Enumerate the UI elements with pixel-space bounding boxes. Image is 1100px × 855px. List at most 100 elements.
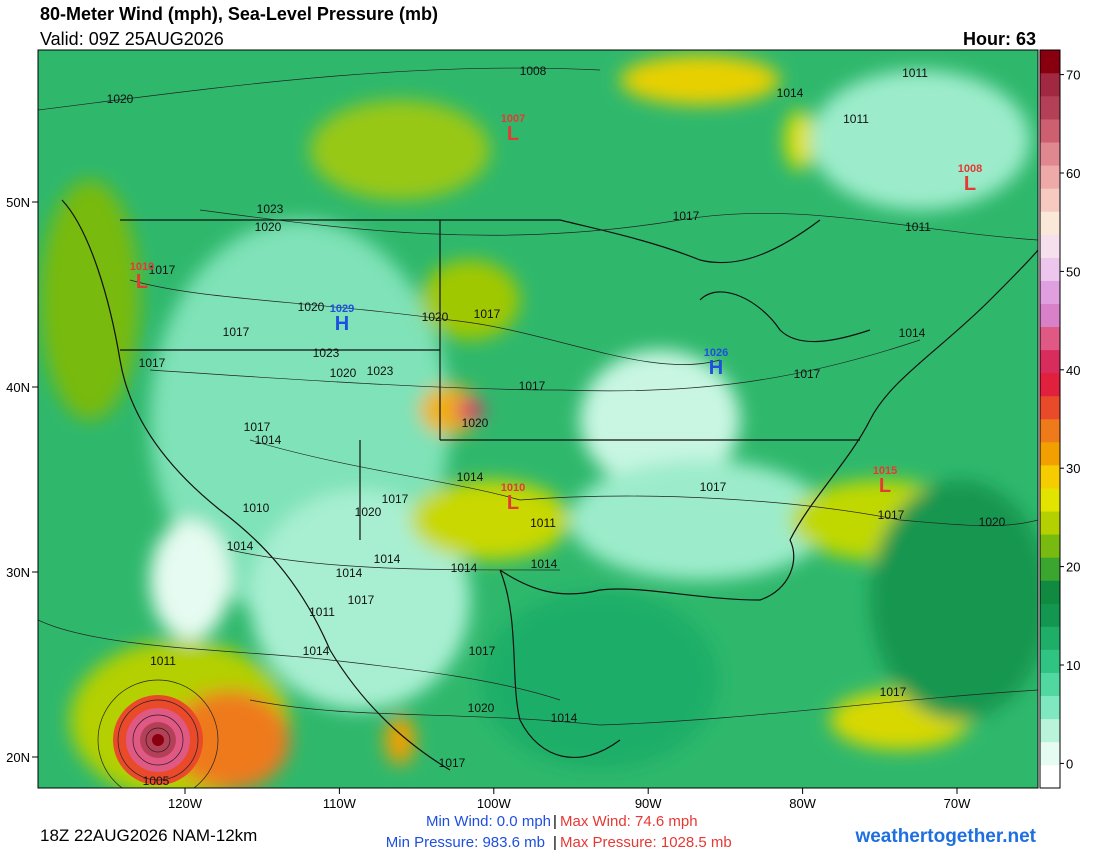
min-pressure: Min Pressure: 983.6 mb — [386, 834, 545, 850]
isobar-label: 1017 — [139, 356, 166, 370]
center-value: 1007 — [501, 113, 525, 125]
lon-tick-label: 80W — [789, 796, 816, 811]
colorbar-bin — [1040, 672, 1060, 697]
isobar-label: 1014 — [451, 561, 478, 575]
isobar-label: 1017 — [348, 593, 375, 607]
isobar-label: 1017 — [469, 644, 496, 658]
isobar-label: 1014 — [303, 644, 330, 658]
colorbar-tick-label: 0 — [1066, 756, 1073, 771]
center-letter: L — [507, 123, 519, 145]
colorbar-tick-label: 50 — [1066, 264, 1080, 279]
colorbar-tick-label: 70 — [1066, 68, 1080, 83]
valid-time: Valid: 09Z 25AUG2026 — [40, 29, 224, 49]
colorbar-bin — [1040, 96, 1060, 120]
colorbar-bin — [1040, 211, 1060, 235]
separator: | — [553, 813, 557, 830]
model-run: 18Z 22AUG2026 NAM-12km — [40, 826, 257, 845]
isobar-label: 1011 — [902, 66, 928, 80]
colorbar-bin — [1040, 303, 1060, 328]
colorbar-bin — [1040, 326, 1060, 351]
lon-tick-label: 100W — [477, 796, 512, 811]
max-wind: Max Wind: 74.6 mph — [560, 813, 698, 830]
colorbar-bin — [1040, 626, 1060, 650]
lat-tick-label: 50N — [6, 195, 30, 210]
isobar-label: 1023 — [313, 346, 340, 360]
isobar-labels: 1008 1020 1014 1011 1011 1023 1020 1017 1011 1017… — [107, 64, 1006, 788]
isobar-label: 1014 — [374, 552, 401, 566]
colorbar-bin — [1040, 442, 1060, 466]
colorbar-tick-label: 20 — [1066, 560, 1080, 575]
lon-tick-label: 120W — [168, 796, 203, 811]
center-value: 1029 — [330, 303, 354, 315]
isobar-label: 1005 — [143, 774, 170, 788]
center-letter: L — [879, 475, 891, 497]
wind-field — [40, 55, 1038, 788]
lat-tick-label: 30N — [6, 565, 30, 580]
colorbar-bin — [1040, 695, 1060, 720]
colorbar-bin — [1040, 465, 1060, 489]
isobar-label: 1017 — [878, 508, 905, 522]
colorbar-bin — [1040, 488, 1060, 512]
colorbar-bin — [1040, 73, 1060, 97]
center-letter: H — [335, 313, 349, 335]
isobar-label: 1020 — [422, 310, 449, 324]
isobar-label: 1011 — [530, 516, 556, 530]
isobar-label: 1014 — [255, 433, 282, 447]
isobar-label: 1017 — [223, 325, 250, 339]
isobar-label: 1017 — [439, 756, 466, 770]
isobar-label: 1020 — [462, 416, 489, 430]
separator: | — [553, 834, 557, 850]
colorbar-bin — [1040, 188, 1060, 212]
center-value: 1026 — [704, 347, 728, 359]
center-letter: L — [136, 271, 148, 293]
center-value: 1010 — [130, 261, 154, 273]
colorbar-tick-label: 60 — [1066, 166, 1080, 181]
lat-tick-label: 40N — [6, 380, 30, 395]
isobar-label: 1011 — [843, 112, 869, 126]
colorbar-bin — [1040, 557, 1060, 581]
colorbar-tick-label: 10 — [1066, 658, 1080, 673]
isobar-label: 1014 — [457, 470, 484, 484]
isobar-label: 1017 — [794, 367, 821, 381]
colorbar-bin — [1040, 349, 1060, 374]
isobar-label: 1020 — [107, 92, 134, 106]
isobar-label: 1020 — [468, 701, 495, 715]
colorbar-frame — [1039, 49, 1061, 789]
center-value: 1010 — [501, 482, 525, 494]
isobar-label: 1010 — [243, 501, 270, 515]
isobar-label: 1011 — [309, 605, 335, 619]
colorbar-bin — [1040, 764, 1060, 789]
isobar-label: 1011 — [150, 654, 176, 668]
isobar-label: 1014 — [899, 326, 926, 340]
center-value: 1008 — [958, 163, 982, 175]
lat-tick-label: 20N — [6, 750, 30, 765]
colorbar-bin — [1040, 718, 1060, 743]
lon-tick-label: 90W — [635, 796, 662, 811]
colorbar-bin — [1040, 649, 1060, 673]
title: 80-Meter Wind (mph), Sea-Level Pressure … — [40, 4, 438, 24]
colorbar-bin — [1040, 257, 1060, 281]
isobar-label: 1020 — [298, 300, 325, 314]
center-letter: L — [507, 492, 519, 514]
min-wind: Min Wind: 0.0 mph — [426, 813, 551, 830]
center-letter: L — [964, 173, 976, 195]
max-pressure: Max Pressure: 1028.5 mb — [560, 834, 732, 850]
colorbar-bin — [1040, 580, 1060, 604]
colorbar-tick-label: 30 — [1066, 461, 1080, 476]
colorbar-tick-label: 40 — [1066, 363, 1080, 378]
colorbar-bin — [1040, 142, 1060, 166]
site-name: weathertogether.net — [854, 826, 1036, 847]
isobar-label: 1014 — [336, 566, 363, 580]
coastlines — [61, 199, 1038, 771]
forecast-hour: Hour: 63 — [963, 29, 1036, 49]
axes: 120W 110W 100W 90W 80W 70W 50N 40N 30N 20N — [6, 195, 971, 811]
colorbar-bin — [1040, 511, 1060, 535]
colorbar-bin — [1040, 419, 1060, 443]
lon-tick-label: 110W — [323, 796, 357, 811]
colorbar-bin — [1040, 119, 1060, 143]
isobar-label: 1014 — [227, 539, 254, 553]
isobar-label: 1017 — [519, 379, 546, 393]
isobar-label: 1020 — [979, 515, 1006, 529]
colorbar-bin — [1040, 372, 1060, 397]
